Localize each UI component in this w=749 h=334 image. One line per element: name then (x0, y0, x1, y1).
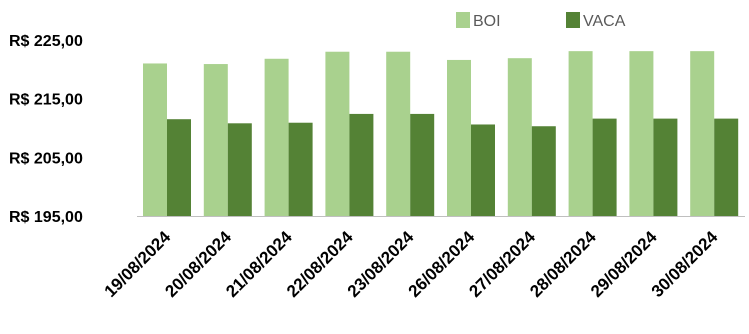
y-tick-label: R$ 225,00 (9, 33, 83, 50)
bar-boi-7 (507, 58, 532, 216)
bar-vaca-6 (471, 124, 495, 216)
y-tick-label: R$ 195,00 (9, 209, 83, 226)
x-tick-label: 30/08/2024 (648, 227, 722, 301)
legend-label-boi: BOI (473, 13, 501, 30)
legend-swatch-boi (456, 12, 470, 28)
bars (143, 51, 739, 217)
y-axis-ticks: R$ 195,00 R$ 205,00 R$ 215,00 R$ 225,00 (9, 33, 83, 226)
legend-label-vaca: VACA (583, 13, 626, 30)
legend: BOI VACA (456, 12, 626, 30)
y-tick-label: R$ 205,00 (9, 150, 83, 167)
bar-vaca-9 (653, 118, 678, 216)
bar-boi-6 (447, 59, 471, 216)
bar-vaca-1 (167, 119, 191, 216)
bar-boi-8 (568, 51, 593, 216)
y-tick-label: R$ 215,00 (9, 92, 83, 109)
bar-boi-10 (690, 51, 715, 216)
bar-vaca-7 (531, 126, 556, 216)
bar-boi-1 (143, 63, 167, 216)
x-axis-ticks: 19/08/202420/08/202421/08/202422/08/2024… (101, 227, 722, 301)
bar-vaca-8 (592, 118, 617, 216)
bar-vaca-5 (410, 113, 435, 216)
bar-boi-4 (325, 51, 350, 216)
bar-vaca-10 (714, 118, 739, 216)
bar-vaca-4 (349, 113, 374, 216)
bar-boi-5 (386, 51, 411, 216)
legend-swatch-vaca (566, 12, 580, 28)
bar-boi-3 (264, 58, 289, 217)
bar-boi-2 (203, 64, 228, 216)
bar-vaca-3 (288, 122, 313, 216)
bar-boi-9 (629, 51, 654, 216)
bar-vaca-2 (227, 123, 252, 216)
